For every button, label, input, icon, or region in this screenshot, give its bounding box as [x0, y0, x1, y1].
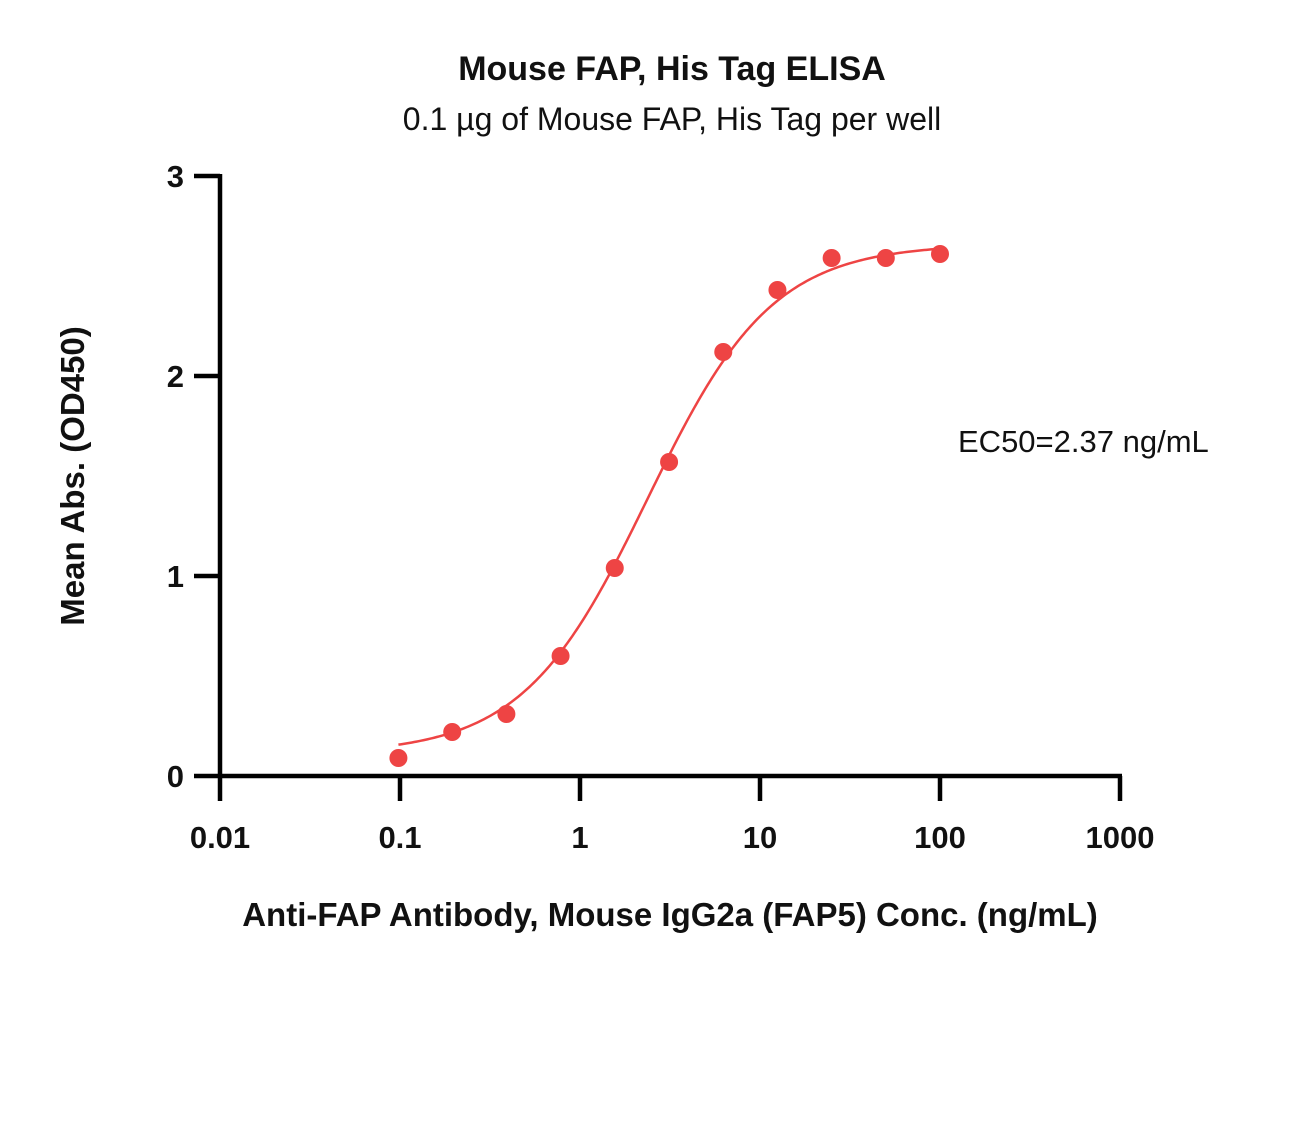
- chart-subtitle: 0.1 µg of Mouse FAP, His Tag per well: [403, 101, 941, 137]
- y-tick-label: 2: [167, 359, 184, 394]
- data-point: [605, 559, 624, 577]
- data-point: [714, 343, 733, 361]
- data-point: [389, 749, 408, 767]
- x-tick-label: 1: [571, 820, 588, 855]
- data-point: [551, 647, 570, 665]
- x-tick-label: 100: [914, 820, 966, 855]
- fit-curve: [398, 247, 941, 746]
- y-axis-label: Mean Abs. (OD450): [54, 326, 91, 626]
- ec50-annotation: EC50=2.37 ng/mL: [958, 424, 1209, 459]
- chart-title: Mouse FAP, His Tag ELISA: [458, 50, 886, 88]
- y-tick-label: 1: [167, 559, 184, 594]
- x-tick-label: 0.01: [190, 820, 250, 855]
- data-point: [822, 249, 841, 267]
- data-point: [660, 453, 679, 471]
- y-tick-label: 0: [167, 759, 184, 794]
- x-axis-label: Anti-FAP Antibody, Mouse IgG2a (FAP5) Co…: [242, 896, 1098, 933]
- data-point: [443, 723, 462, 741]
- data-point: [768, 281, 787, 299]
- axis-ticks: 0.01 0.1 1 10 100 1000 0 1 2 3: [167, 159, 1155, 855]
- x-tick-label: 1000: [1086, 820, 1155, 855]
- data-point: [876, 249, 895, 267]
- data-point: [931, 245, 949, 263]
- y-tick-label: 3: [167, 159, 184, 194]
- data-point: [497, 705, 516, 723]
- data-points: [389, 245, 949, 767]
- x-tick-label: 10: [743, 820, 777, 855]
- x-tick-label: 0.1: [378, 820, 421, 855]
